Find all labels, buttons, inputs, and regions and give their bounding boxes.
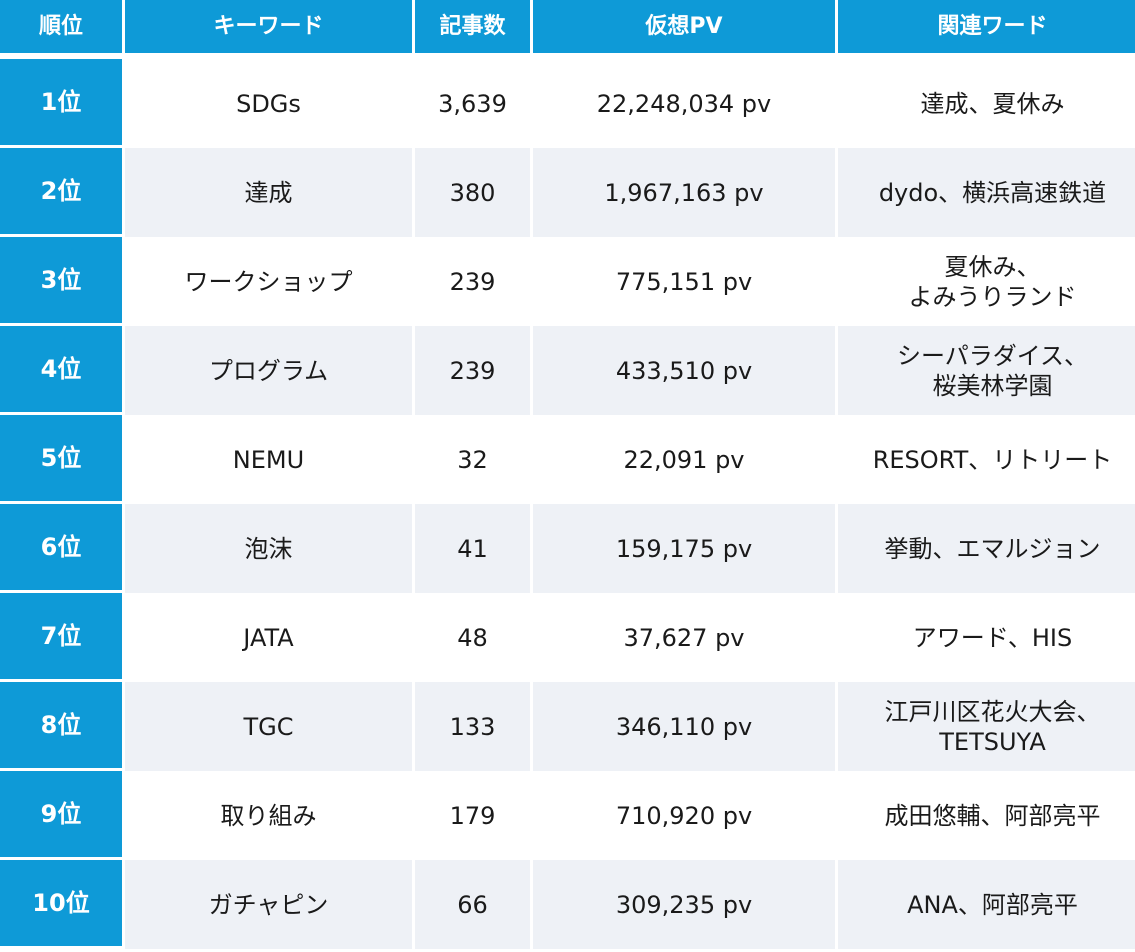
pv-cell: 159,175 pv — [533, 504, 835, 593]
related-words-cell: ANA、阿部亮平 — [838, 860, 1135, 949]
related-words-cell: 夏休み、 よみうりランド — [838, 237, 1135, 326]
keyword-cell: プログラム — [125, 326, 412, 415]
header-rank: 順位 — [0, 0, 122, 59]
article-count-cell: 66 — [415, 860, 530, 949]
related-words-cell: RESORT、リトリート — [838, 415, 1135, 504]
header-related-words: 関連ワード — [838, 0, 1135, 59]
article-count-cell: 32 — [415, 415, 530, 504]
keyword-cell: 達成 — [125, 148, 412, 237]
related-words-cell: dydo、横浜高速鉄道 — [838, 148, 1135, 237]
related-words-cell: 江戸川区花火大会、 TETSUYA — [838, 682, 1135, 771]
pv-cell: 22,248,034 pv — [533, 59, 835, 148]
header-keyword: キーワード — [125, 0, 412, 59]
keyword-cell: SDGs — [125, 59, 412, 148]
article-count-cell: 48 — [415, 593, 530, 682]
rank-cell: 6位 — [0, 504, 122, 593]
article-count-cell: 3,639 — [415, 59, 530, 148]
header-article-count: 記事数 — [415, 0, 530, 59]
related-words-cell: 達成、夏休み — [838, 59, 1135, 148]
rank-cell: 3位 — [0, 237, 122, 326]
related-words-cell: 挙動、エマルジョン — [838, 504, 1135, 593]
rank-cell: 2位 — [0, 148, 122, 237]
article-count-cell: 239 — [415, 237, 530, 326]
pv-cell: 346,110 pv — [533, 682, 835, 771]
pv-cell: 37,627 pv — [533, 593, 835, 682]
rank-cell: 4位 — [0, 326, 122, 415]
rank-cell: 1位 — [0, 59, 122, 148]
pv-cell: 433,510 pv — [533, 326, 835, 415]
keyword-cell: 泡沫 — [125, 504, 412, 593]
pv-cell: 710,920 pv — [533, 771, 835, 860]
rank-cell: 9位 — [0, 771, 122, 860]
header-virtual-pv: 仮想PV — [533, 0, 835, 59]
related-words-cell: シーパラダイス、 桜美林学園 — [838, 326, 1135, 415]
pv-cell: 775,151 pv — [533, 237, 835, 326]
keyword-cell: JATA — [125, 593, 412, 682]
pv-cell: 1,967,163 pv — [533, 148, 835, 237]
article-count-cell: 179 — [415, 771, 530, 860]
related-words-cell: 成田悠輔、阿部亮平 — [838, 771, 1135, 860]
related-words-cell: アワード、HIS — [838, 593, 1135, 682]
keyword-cell: NEMU — [125, 415, 412, 504]
rank-cell: 5位 — [0, 415, 122, 504]
rank-cell: 7位 — [0, 593, 122, 682]
keyword-cell: 取り組み — [125, 771, 412, 860]
pv-cell: 309,235 pv — [533, 860, 835, 949]
rank-cell: 8位 — [0, 682, 122, 771]
article-count-cell: 133 — [415, 682, 530, 771]
pv-cell: 22,091 pv — [533, 415, 835, 504]
article-count-cell: 239 — [415, 326, 530, 415]
keyword-cell: TGC — [125, 682, 412, 771]
keyword-cell: ガチャピン — [125, 860, 412, 949]
article-count-cell: 380 — [415, 148, 530, 237]
rank-cell: 10位 — [0, 860, 122, 949]
keyword-cell: ワークショップ — [125, 237, 412, 326]
article-count-cell: 41 — [415, 504, 530, 593]
